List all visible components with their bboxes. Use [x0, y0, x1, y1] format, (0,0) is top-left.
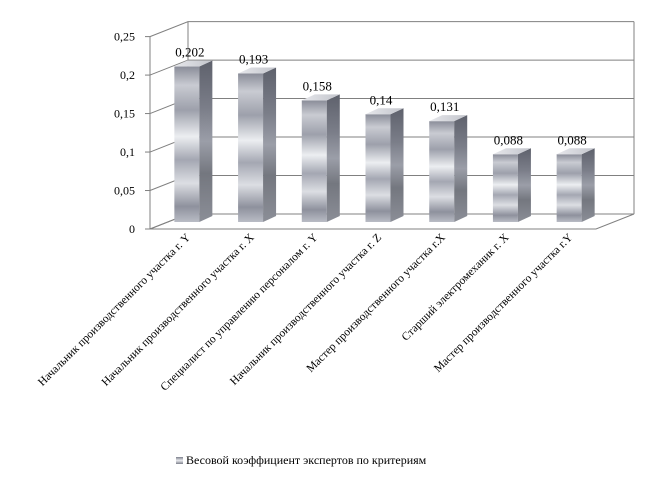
x-tick-labels: Начальник производственного участка г. Y… — [36, 231, 576, 393]
bar-top — [429, 115, 468, 122]
gridline — [149, 59, 634, 76]
y-tick-label: 0 — [129, 222, 135, 236]
bar-side — [517, 148, 531, 222]
bar-front — [174, 66, 200, 222]
bar — [174, 60, 213, 222]
legend-swatch — [176, 457, 183, 464]
data-labels: 0,202 0,193 0,158 0,14 0,131 0,088 0,088 — [175, 45, 587, 148]
y-tick-labels: 0 0,05 0,1 0,15 0,2 0,25 — [114, 30, 135, 236]
x-tick-label: Мастер производственного участка г.Y — [432, 231, 576, 375]
bar-top — [492, 148, 531, 155]
bar-side — [263, 67, 277, 223]
bar — [301, 94, 340, 222]
data-label: 0,131 — [430, 99, 459, 114]
bar-side — [581, 148, 595, 222]
data-label: 0,088 — [558, 132, 587, 147]
bar-side — [326, 94, 340, 222]
data-label: 0,158 — [303, 78, 332, 93]
bar-side — [199, 60, 213, 222]
bar-top — [301, 94, 340, 101]
bar-front — [365, 114, 391, 222]
bar-front — [492, 154, 518, 222]
x-tick-label: Мастер производственного участка г.X — [305, 231, 449, 375]
bar-front — [429, 121, 455, 222]
bars — [174, 60, 595, 223]
bar-front — [301, 100, 327, 222]
data-label: 0,14 — [370, 92, 393, 107]
y-tick-label: 0,25 — [114, 30, 135, 44]
data-label: 0,193 — [239, 51, 268, 66]
y-tick-label: 0,2 — [120, 68, 135, 82]
legend: Весовой коэффициент экспертов по критери… — [176, 453, 426, 468]
gridline — [149, 21, 634, 38]
bar-side — [454, 115, 468, 222]
bar-top — [238, 67, 277, 74]
x-tick-label: Старший электромеханик г. X — [400, 231, 512, 343]
y-tick-label: 0,05 — [114, 184, 135, 198]
bar-front — [556, 154, 582, 222]
y-tick-label: 0,15 — [114, 107, 135, 121]
bar — [365, 108, 404, 222]
bar-side — [390, 108, 404, 222]
bar — [238, 67, 277, 223]
legend-label: Весовой коэффициент экспертов по критери… — [186, 453, 427, 467]
bar-top — [365, 108, 404, 115]
y-tick-label: 0,1 — [120, 145, 135, 159]
bar-top — [556, 148, 595, 155]
data-label: 0,202 — [175, 45, 204, 60]
bar — [492, 148, 531, 222]
bar-top — [174, 60, 213, 67]
bar — [429, 115, 468, 222]
data-label: 0,088 — [494, 132, 523, 147]
bar-front — [238, 73, 264, 223]
bar — [556, 148, 595, 222]
